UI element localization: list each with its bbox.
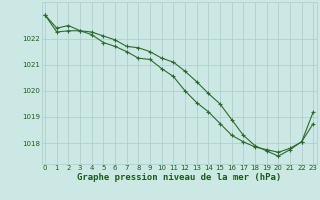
X-axis label: Graphe pression niveau de la mer (hPa): Graphe pression niveau de la mer (hPa) — [77, 173, 281, 182]
